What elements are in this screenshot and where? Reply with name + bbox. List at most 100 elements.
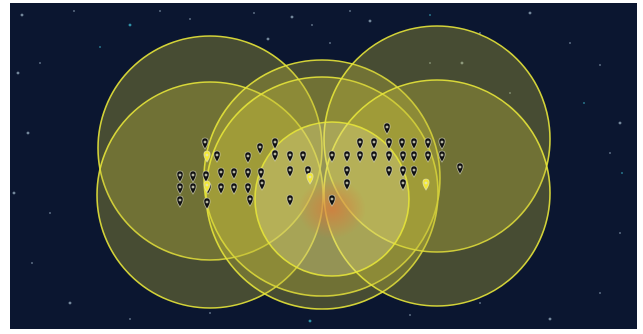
map-pin-icon[interactable] (217, 167, 225, 180)
star-dot (209, 312, 211, 314)
star-dot (308, 319, 312, 323)
highlighted-map-pin-icon[interactable] (306, 172, 314, 185)
map-pin-icon[interactable] (424, 137, 432, 150)
map-pin-icon[interactable] (189, 182, 197, 195)
star-dot (619, 232, 621, 234)
star-dot (16, 71, 20, 75)
map-pin-icon[interactable] (456, 162, 464, 175)
marker-layer[interactable] (176, 122, 464, 210)
star-dot (159, 10, 161, 12)
star-dot (509, 92, 511, 94)
map-pin-icon[interactable] (189, 170, 197, 183)
map-pin-icon[interactable] (201, 137, 209, 150)
star-field (12, 10, 623, 323)
map-pin-icon[interactable] (271, 137, 279, 150)
star-dot (349, 10, 351, 12)
map-pin-icon[interactable] (258, 178, 266, 191)
star-dot (129, 318, 131, 320)
map-pin-icon[interactable] (385, 137, 393, 150)
star-dot (20, 13, 24, 17)
map-pin-icon[interactable] (271, 149, 279, 162)
map-pin-icon[interactable] (438, 150, 446, 163)
map-pin-icon[interactable] (424, 150, 432, 163)
star-dot (31, 262, 33, 264)
map-pin-icon[interactable] (230, 167, 238, 180)
map-pin-icon[interactable] (410, 165, 418, 178)
star-dot (618, 121, 622, 125)
star-dot (609, 152, 611, 154)
map-pin-icon[interactable] (246, 194, 254, 207)
star-dot (290, 15, 294, 19)
star-dot (479, 302, 481, 304)
map-pin-icon[interactable] (256, 142, 264, 155)
map-pin-icon[interactable] (244, 167, 252, 180)
star-dot (583, 102, 585, 104)
map-pin-icon[interactable] (299, 150, 307, 163)
highlighted-map-pin-icon[interactable] (422, 178, 430, 191)
map-pin-icon[interactable] (286, 150, 294, 163)
map-pin-icon[interactable] (244, 182, 252, 195)
star-dot (12, 191, 16, 195)
star-dot (128, 23, 132, 27)
map-pin-icon[interactable] (399, 178, 407, 191)
hotspot-layer (298, 179, 366, 239)
star-dot (189, 18, 191, 20)
map-pin-icon[interactable] (176, 195, 184, 208)
map-pin-icon[interactable] (328, 150, 336, 163)
map-pin-icon[interactable] (286, 194, 294, 207)
map-pin-icon[interactable] (203, 197, 211, 210)
hotspot-glow (298, 179, 366, 239)
map-pin-icon[interactable] (410, 137, 418, 150)
star-dot (39, 62, 41, 64)
star-dot (621, 172, 623, 174)
star-dot (49, 212, 51, 214)
map-pin-icon[interactable] (398, 137, 406, 150)
map-pin-icon[interactable] (370, 150, 378, 163)
highlighted-map-pin-icon[interactable] (203, 180, 211, 193)
star-dot (569, 42, 571, 44)
coverage-map[interactable] (10, 3, 637, 329)
map-pin-icon[interactable] (399, 165, 407, 178)
map-pin-icon[interactable] (230, 182, 238, 195)
map-pin-icon[interactable] (383, 122, 391, 135)
star-dot (266, 37, 270, 41)
map-pin-icon[interactable] (213, 150, 221, 163)
map-pin-icon[interactable] (356, 150, 364, 163)
map-background (10, 3, 637, 329)
star-dot (460, 61, 464, 65)
map-pin-icon[interactable] (370, 137, 378, 150)
star-dot (429, 14, 431, 16)
coverage-circle (323, 25, 551, 253)
star-dot (311, 24, 313, 26)
map-pin-icon[interactable] (217, 182, 225, 195)
map-pin-icon[interactable] (286, 165, 294, 178)
star-dot (99, 46, 101, 48)
map-pin-icon[interactable] (343, 150, 351, 163)
map-pin-icon[interactable] (356, 137, 364, 150)
map-pin-icon[interactable] (244, 151, 252, 164)
map-pin-icon[interactable] (257, 167, 265, 180)
coverage-areas (96, 25, 551, 310)
map-pin-icon[interactable] (328, 194, 336, 207)
map-pin-icon[interactable] (385, 165, 393, 178)
map-pin-icon[interactable] (202, 170, 210, 183)
map-pin-icon[interactable] (343, 165, 351, 178)
map-pin-icon[interactable] (343, 178, 351, 191)
star-dot (548, 317, 552, 321)
map-pin-icon[interactable] (385, 150, 393, 163)
map-pin-icon[interactable] (438, 137, 446, 150)
highlighted-map-pin-icon[interactable] (203, 150, 211, 163)
map-pin-icon[interactable] (176, 170, 184, 183)
star-dot (599, 64, 601, 66)
map-pin-icon[interactable] (410, 150, 418, 163)
map-pin-icon[interactable] (176, 182, 184, 195)
star-dot (528, 11, 532, 15)
star-dot (479, 32, 481, 34)
star-dot (73, 10, 75, 12)
star-dot (68, 301, 72, 305)
map-pin-icon[interactable] (399, 150, 407, 163)
star-dot (329, 42, 331, 44)
star-dot (368, 19, 372, 23)
star-dot (26, 131, 30, 135)
